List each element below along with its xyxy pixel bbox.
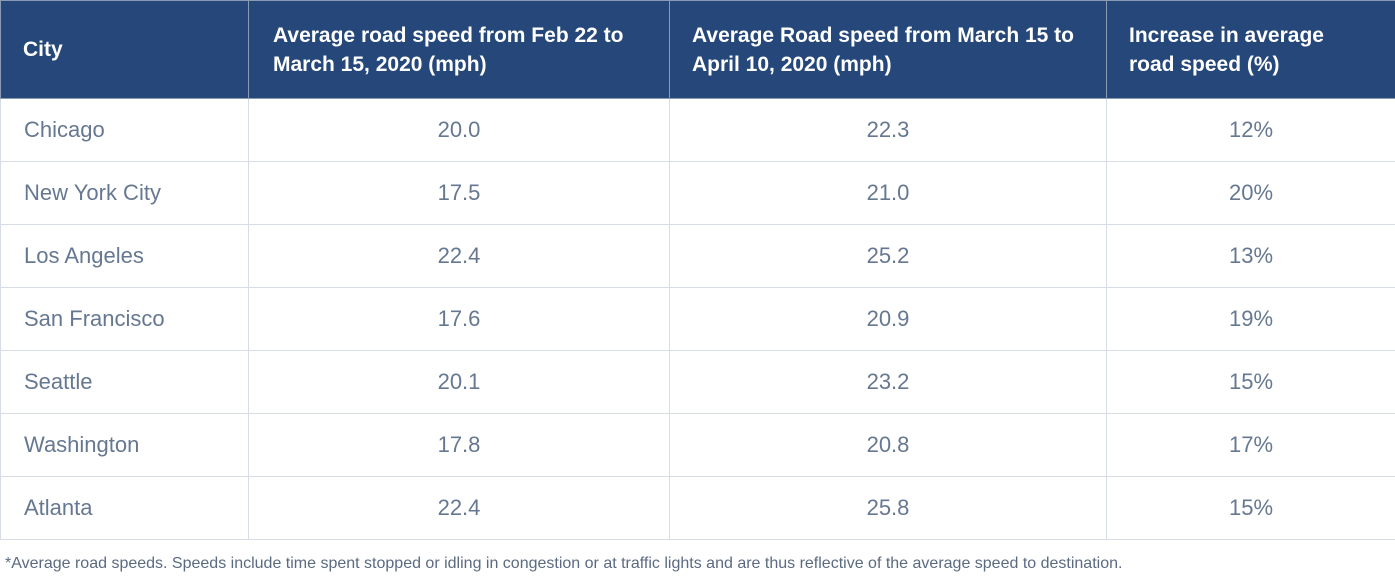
- speed-table: City Average road speed from Feb 22 to Ma…: [0, 0, 1395, 540]
- table-row: New York City 17.5 21.0 20%: [0, 161, 1395, 225]
- column-header: City: [0, 0, 249, 99]
- footnote: *Average road speeds. Speeds include tim…: [5, 555, 1123, 572]
- value-cell: 15%: [1106, 350, 1395, 414]
- city-cell: Chicago: [0, 98, 249, 162]
- value-cell: 17%: [1106, 413, 1395, 477]
- value-cell: 17.8: [248, 413, 670, 477]
- value-cell: 20.1: [248, 350, 670, 414]
- city-cell: Washington: [0, 413, 249, 477]
- city-cell: New York City: [0, 161, 249, 225]
- value-cell: 23.2: [669, 350, 1107, 414]
- value-cell: 12%: [1106, 98, 1395, 162]
- table-row: San Francisco 17.6 20.9 19%: [0, 287, 1395, 351]
- value-cell: 20.8: [669, 413, 1107, 477]
- table-row: Seattle 20.1 23.2 15%: [0, 350, 1395, 414]
- value-cell: 22.4: [248, 476, 670, 540]
- city-cell: Atlanta: [0, 476, 249, 540]
- table-row: Chicago 20.0 22.3 12%: [0, 98, 1395, 162]
- value-cell: 20.0: [248, 98, 670, 162]
- column-header: Average Road speed from March 15 to Apri…: [669, 0, 1107, 99]
- city-cell: Seattle: [0, 350, 249, 414]
- city-cell: San Francisco: [0, 287, 249, 351]
- value-cell: 25.2: [669, 224, 1107, 288]
- city-cell: Los Angeles: [0, 224, 249, 288]
- header-row: City Average road speed from Feb 22 to Ma…: [0, 0, 1395, 99]
- value-cell: 20.9: [669, 287, 1107, 351]
- value-cell: 25.8: [669, 476, 1107, 540]
- value-cell: 22.4: [248, 224, 670, 288]
- table-row: Los Angeles 22.4 25.2 13%: [0, 224, 1395, 288]
- table-row: Washington 17.8 20.8 17%: [0, 413, 1395, 477]
- column-header: Average road speed from Feb 22 to March …: [248, 0, 670, 99]
- value-cell: 20%: [1106, 161, 1395, 225]
- value-cell: 15%: [1106, 476, 1395, 540]
- value-cell: 19%: [1106, 287, 1395, 351]
- value-cell: 22.3: [669, 98, 1107, 162]
- column-header: Increase in average road speed (%): [1106, 0, 1395, 99]
- value-cell: 17.6: [248, 287, 670, 351]
- value-cell: 17.5: [248, 161, 670, 225]
- value-cell: 21.0: [669, 161, 1107, 225]
- value-cell: 13%: [1106, 224, 1395, 288]
- table-row: Atlanta 22.4 25.8 15%: [0, 476, 1395, 540]
